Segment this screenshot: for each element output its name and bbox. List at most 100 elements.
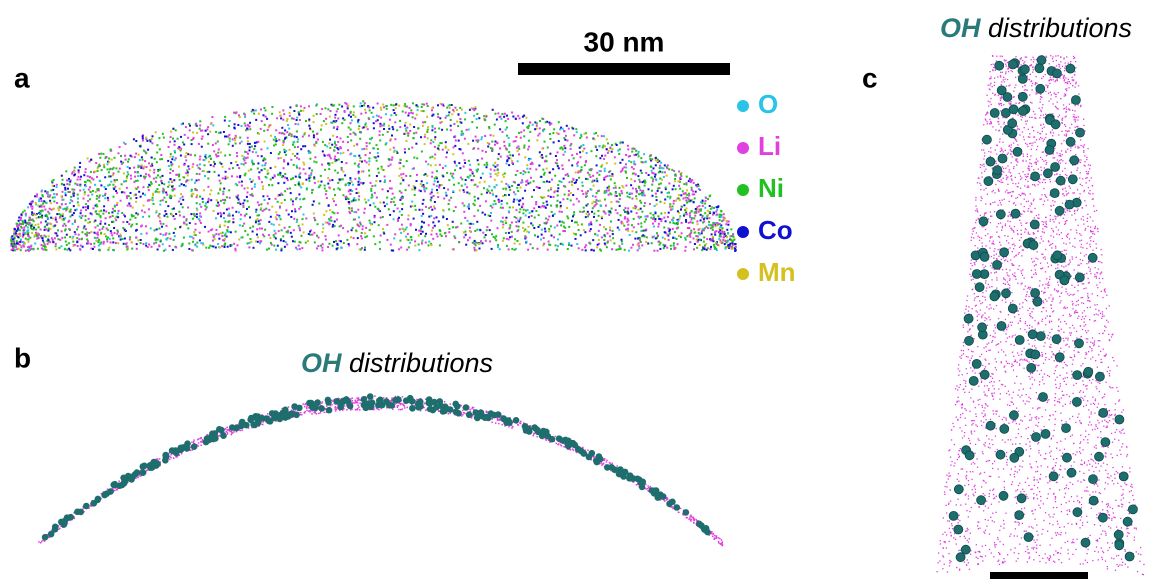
atom: [211, 116, 213, 118]
atom: [218, 149, 220, 151]
atom: [358, 119, 360, 121]
atom: [405, 236, 407, 238]
atom: [391, 135, 393, 137]
atom: [64, 248, 66, 250]
atom: [344, 174, 346, 176]
atom: [96, 195, 98, 197]
atom: [472, 223, 474, 225]
atom: [328, 164, 330, 166]
atom: [537, 236, 539, 238]
atom: [22, 234, 24, 236]
atom: [22, 244, 24, 246]
atom: [473, 203, 475, 205]
atom: [704, 207, 706, 209]
atom: [437, 196, 439, 198]
atom: [566, 125, 568, 127]
atom: [144, 194, 146, 196]
atom: [723, 217, 725, 219]
atom: [196, 173, 198, 175]
atom: [178, 166, 180, 168]
atom: [146, 232, 148, 234]
atom: [495, 173, 497, 175]
atom: [563, 154, 565, 156]
atom: [412, 116, 414, 118]
atom: [551, 179, 553, 181]
atom: [670, 245, 672, 247]
atom: [150, 165, 152, 167]
atom: [87, 207, 89, 209]
atom: [257, 155, 259, 157]
atom: [351, 181, 353, 183]
atom: [305, 218, 307, 220]
atom: [283, 240, 285, 242]
atom: [317, 245, 319, 247]
atom: [557, 190, 559, 192]
atom: [209, 193, 211, 195]
atom: [262, 195, 264, 197]
atom: [153, 169, 155, 171]
atom: [480, 177, 482, 179]
atom: [448, 231, 450, 233]
atom: [483, 187, 485, 189]
atom: [423, 186, 425, 188]
atom: [505, 147, 507, 149]
atom: [535, 168, 537, 170]
atom: [279, 172, 281, 174]
atom: [632, 230, 634, 232]
atom: [720, 233, 722, 235]
atom: [19, 235, 21, 237]
atom: [38, 198, 40, 200]
atom: [684, 213, 686, 215]
atom: [351, 119, 353, 121]
atom: [216, 156, 218, 158]
atom: [656, 232, 658, 234]
atom: [92, 248, 94, 250]
atom: [672, 228, 674, 230]
atom: [645, 488, 647, 490]
atom: [617, 465, 619, 467]
atom: [31, 202, 33, 204]
atom: [416, 180, 418, 182]
atom: [571, 245, 573, 247]
atom: [644, 185, 646, 187]
atom: [145, 225, 147, 227]
atom: [545, 155, 547, 157]
atom: [348, 127, 350, 129]
atom: [598, 145, 600, 147]
atom: [287, 124, 289, 126]
atom: [476, 221, 478, 223]
atom: [632, 173, 634, 175]
atom: [44, 249, 46, 251]
atom: [22, 221, 24, 223]
atom: [384, 205, 386, 207]
atom: [51, 180, 53, 182]
atom: [617, 227, 619, 229]
atom: [721, 539, 723, 541]
atom: [555, 436, 557, 438]
atom: [258, 214, 260, 216]
atom: [255, 221, 257, 223]
atom: [436, 185, 438, 187]
atom: [11, 235, 13, 237]
atom: [396, 151, 398, 153]
atom: [314, 145, 316, 147]
atom: [678, 197, 680, 199]
atom: [573, 157, 575, 159]
atom: [165, 234, 167, 236]
atom: [284, 177, 286, 179]
atom: [605, 191, 607, 193]
atom: [127, 173, 129, 175]
atom: [258, 223, 260, 225]
atom: [262, 234, 264, 236]
atom: [317, 181, 319, 183]
atom: [42, 237, 44, 239]
atom: [126, 195, 128, 197]
atom: [226, 196, 228, 198]
atom: [449, 104, 451, 106]
atom: [424, 121, 426, 123]
atom: [502, 131, 504, 133]
atom: [407, 132, 409, 134]
atom: [677, 243, 679, 245]
atom: [126, 246, 128, 248]
atom: [116, 229, 118, 231]
